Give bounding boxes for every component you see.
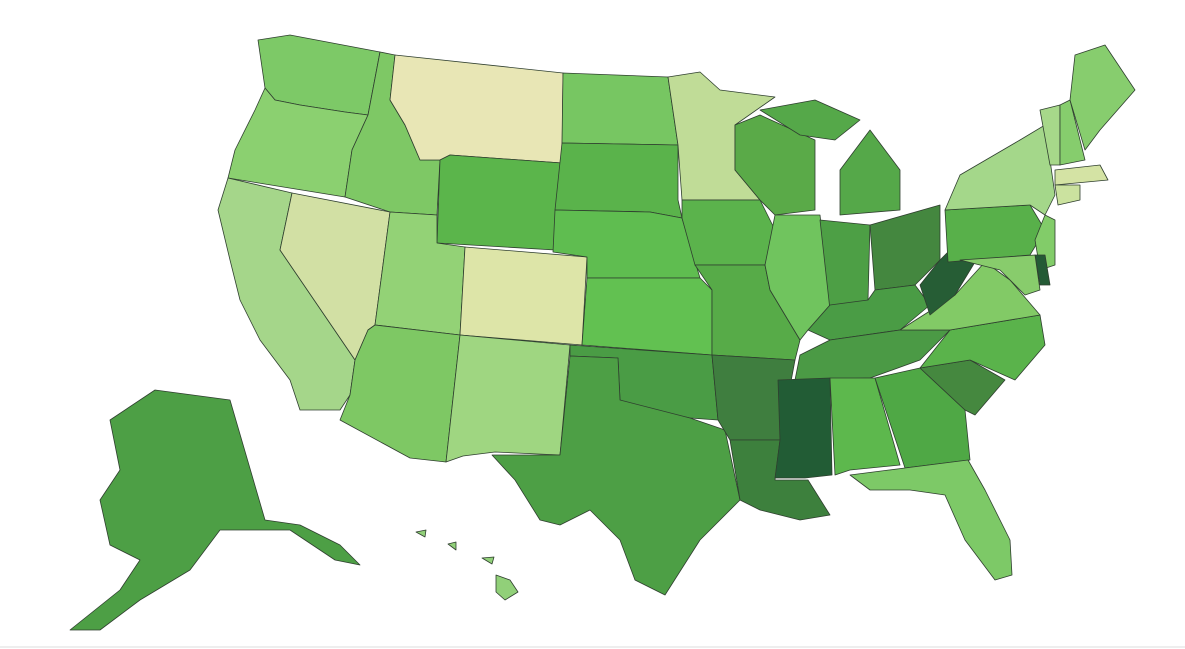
- state: [1069, 44, 1136, 151]
- state: [944, 204, 1046, 263]
- state: [849, 459, 1013, 581]
- state: [759, 99, 901, 216]
- state: [69, 389, 361, 631]
- state: [436, 154, 563, 251]
- state: [829, 377, 901, 476]
- state: [959, 254, 1041, 296]
- state: [1054, 164, 1109, 186]
- state: [459, 246, 588, 346]
- state: [869, 204, 941, 291]
- state: [561, 72, 679, 146]
- state: [1059, 99, 1086, 166]
- state: [1054, 184, 1081, 206]
- state: [774, 377, 833, 479]
- state: [944, 124, 1056, 216]
- state: [554, 142, 683, 219]
- states: [69, 34, 1136, 631]
- state: [734, 114, 816, 216]
- state: [581, 277, 713, 356]
- state: [415, 529, 519, 601]
- state: [1034, 254, 1051, 286]
- state: [445, 334, 571, 463]
- state: [491, 355, 741, 596]
- state: [389, 54, 564, 164]
- state: [681, 199, 776, 266]
